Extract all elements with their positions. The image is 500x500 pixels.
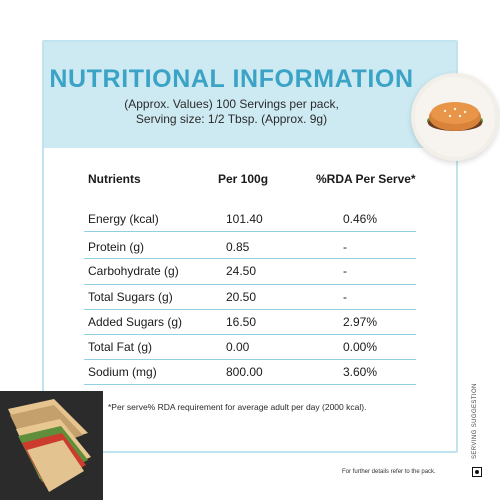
table-divider (84, 334, 416, 335)
rda-value: 0.00% (343, 340, 378, 354)
table-divider (84, 231, 416, 232)
per-100g-value: 101.40 (226, 212, 263, 226)
nutrient-label: Energy (kcal) (88, 212, 159, 226)
nutrient-label: Total Sugars (g) (88, 290, 173, 304)
header-band (44, 42, 456, 148)
nutrient-label: Added Sugars (g) (88, 315, 183, 329)
burger-icon (415, 77, 495, 157)
footnote-text: *Per serve% RDA requirement for average … (108, 402, 367, 412)
rda-value: 0.46% (343, 212, 378, 226)
serving-suggestion-label: SERVING SUGGESTION (472, 383, 478, 459)
column-header-nutrients: Nutrients (88, 172, 141, 186)
per-100g-value: 24.50 (226, 264, 257, 278)
rda-value: - (343, 240, 347, 254)
table-divider (84, 359, 416, 360)
per-100g-value: 0.85 (226, 240, 250, 254)
per-100g-value: 16.50 (226, 315, 257, 329)
nutrient-label: Carbohydrate (g) (88, 264, 179, 278)
subtitle-line-1: (Approx. Values) 100 Servings per pack, (124, 97, 339, 111)
burger-image (411, 73, 499, 161)
rda-value: 2.97% (343, 315, 378, 329)
nutrient-label: Sodium (mg) (88, 365, 157, 379)
rda-value: 3.60% (343, 365, 378, 379)
rda-value: - (343, 290, 347, 304)
table-divider (84, 384, 416, 385)
column-header-per-100g: Per 100g (218, 172, 269, 186)
table-divider (84, 309, 416, 310)
nutrient-label: Total Fat (g) (88, 340, 153, 354)
rda-value: - (343, 264, 347, 278)
pack-reference-note: For further details refer to the pack. (342, 469, 436, 475)
sandwich-image (0, 391, 103, 500)
veg-mark-icon (472, 467, 482, 477)
per-100g-value: 0.00 (226, 340, 250, 354)
table-divider (84, 258, 416, 259)
per-100g-value: 20.50 (226, 290, 257, 304)
column-header-rda: %RDA Per Serve* (316, 172, 416, 186)
per-100g-value: 800.00 (226, 365, 263, 379)
subtitle-line-2: Serving size: 1/2 Tbsp. (Approx. 9g) (135, 112, 328, 126)
page-title: NUTRITIONAL INFORMATION (49, 65, 414, 93)
table-divider (84, 284, 416, 285)
sandwich-icon (0, 391, 103, 500)
nutrient-label: Protein (g) (88, 240, 145, 254)
